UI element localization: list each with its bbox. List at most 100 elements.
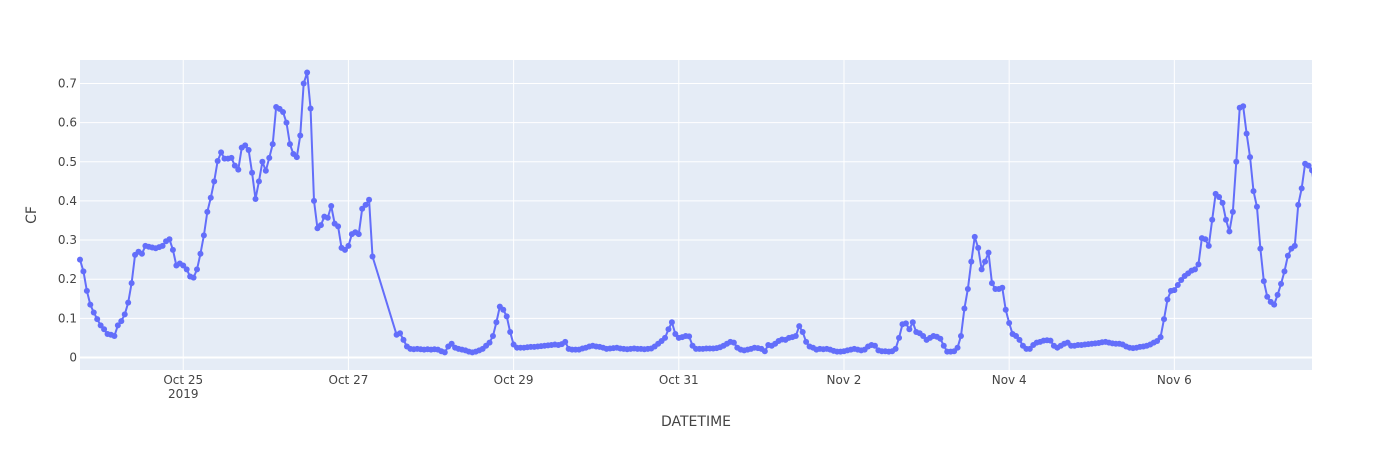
data-point: [1047, 337, 1054, 344]
data-point: [448, 340, 455, 347]
x-tick-year-label: 2019: [168, 387, 199, 401]
data-point: [121, 311, 128, 318]
data-point: [761, 348, 768, 355]
data-point: [194, 266, 201, 273]
data-point: [982, 258, 989, 265]
grid-lines: [80, 60, 1312, 370]
x-tick-label: Oct 29: [494, 373, 534, 387]
plot-area: [77, 69, 1329, 356]
data-point: [83, 287, 90, 294]
data-point: [87, 301, 94, 308]
data-point: [937, 335, 944, 342]
x-axis-title: DATETIME: [661, 414, 731, 430]
data-point: [562, 338, 569, 345]
data-point: [249, 169, 256, 176]
data-point: [211, 178, 218, 185]
data-point: [954, 344, 961, 351]
data-point: [489, 332, 496, 339]
data-point: [662, 334, 669, 341]
data-point: [200, 232, 207, 239]
data-point: [1026, 345, 1033, 352]
data-point: [1191, 266, 1198, 273]
data-point: [97, 322, 104, 329]
y-tick-label: 0.6: [58, 116, 77, 130]
data-point: [1013, 332, 1020, 339]
data-point: [1240, 103, 1247, 110]
x-tick-label: Oct 25: [163, 373, 203, 387]
data-point: [1178, 276, 1185, 283]
data-point: [1274, 291, 1281, 298]
y-axis-ticks: 0 0.1 0.2 0.3 0.4 0.5 0.6 0.7: [58, 76, 77, 364]
data-point: [269, 141, 276, 148]
data-point: [362, 201, 369, 208]
data-point: [1309, 167, 1312, 174]
data-point: [128, 280, 135, 287]
data-point: [138, 250, 145, 257]
data-point: [159, 242, 166, 249]
data-point: [297, 132, 304, 139]
data-point: [978, 266, 985, 273]
data-point: [971, 233, 978, 240]
data-point: [1316, 191, 1322, 197]
data-point: [228, 154, 235, 161]
data-point: [304, 69, 311, 76]
data-point: [242, 142, 249, 149]
data-point: [1323, 208, 1329, 214]
data-point: [324, 214, 331, 221]
data-point: [940, 342, 947, 349]
x-tick-label: Oct 27: [329, 373, 369, 387]
data-point: [799, 329, 806, 336]
y-axis-title: CF: [24, 206, 40, 224]
plot-background: [80, 60, 1312, 370]
data-point: [1247, 154, 1254, 161]
data-point: [125, 299, 132, 306]
y-tick-label: 0.4: [58, 194, 77, 208]
data-point: [190, 274, 197, 281]
y-tick-label: 0.1: [58, 311, 77, 325]
data-point: [101, 326, 108, 333]
data-point: [1312, 192, 1318, 198]
data-point: [668, 319, 675, 326]
data-point: [77, 256, 83, 263]
data-point: [255, 178, 262, 185]
data-point: [1195, 261, 1202, 268]
data-point: [1298, 185, 1305, 192]
data-point: [1202, 236, 1209, 243]
data-point: [493, 319, 500, 326]
data-point: [1281, 268, 1288, 275]
data-point: [871, 342, 878, 349]
data-point: [183, 266, 190, 273]
data-point: [369, 253, 376, 260]
data-point: [169, 246, 176, 253]
data-point: [1006, 320, 1013, 327]
data-point: [235, 166, 242, 173]
data-point: [231, 162, 238, 169]
data-point: [909, 319, 916, 326]
data-point: [1278, 280, 1285, 287]
data-point: [961, 305, 968, 312]
data-point: [1264, 293, 1271, 300]
data-point: [896, 334, 903, 341]
data-point: [341, 246, 348, 253]
data-point: [500, 306, 507, 313]
data-point: [1164, 296, 1171, 303]
data-point: [180, 262, 187, 269]
data-point: [118, 318, 125, 325]
x-tick-label: Nov 4: [992, 373, 1027, 387]
data-point: [665, 326, 672, 333]
data-point: [114, 322, 121, 329]
data-point: [317, 222, 324, 229]
data-point: [507, 329, 514, 336]
data-point: [1257, 245, 1264, 252]
data-point: [892, 345, 899, 352]
data-point: [311, 197, 318, 204]
data-point: [1243, 130, 1250, 137]
data-point: [1222, 216, 1229, 223]
y-tick-label: 0.5: [58, 155, 77, 169]
data-point: [1260, 278, 1267, 285]
data-point: [730, 339, 737, 346]
data-point: [1253, 203, 1260, 210]
data-point: [207, 194, 214, 201]
data-point: [259, 158, 266, 165]
